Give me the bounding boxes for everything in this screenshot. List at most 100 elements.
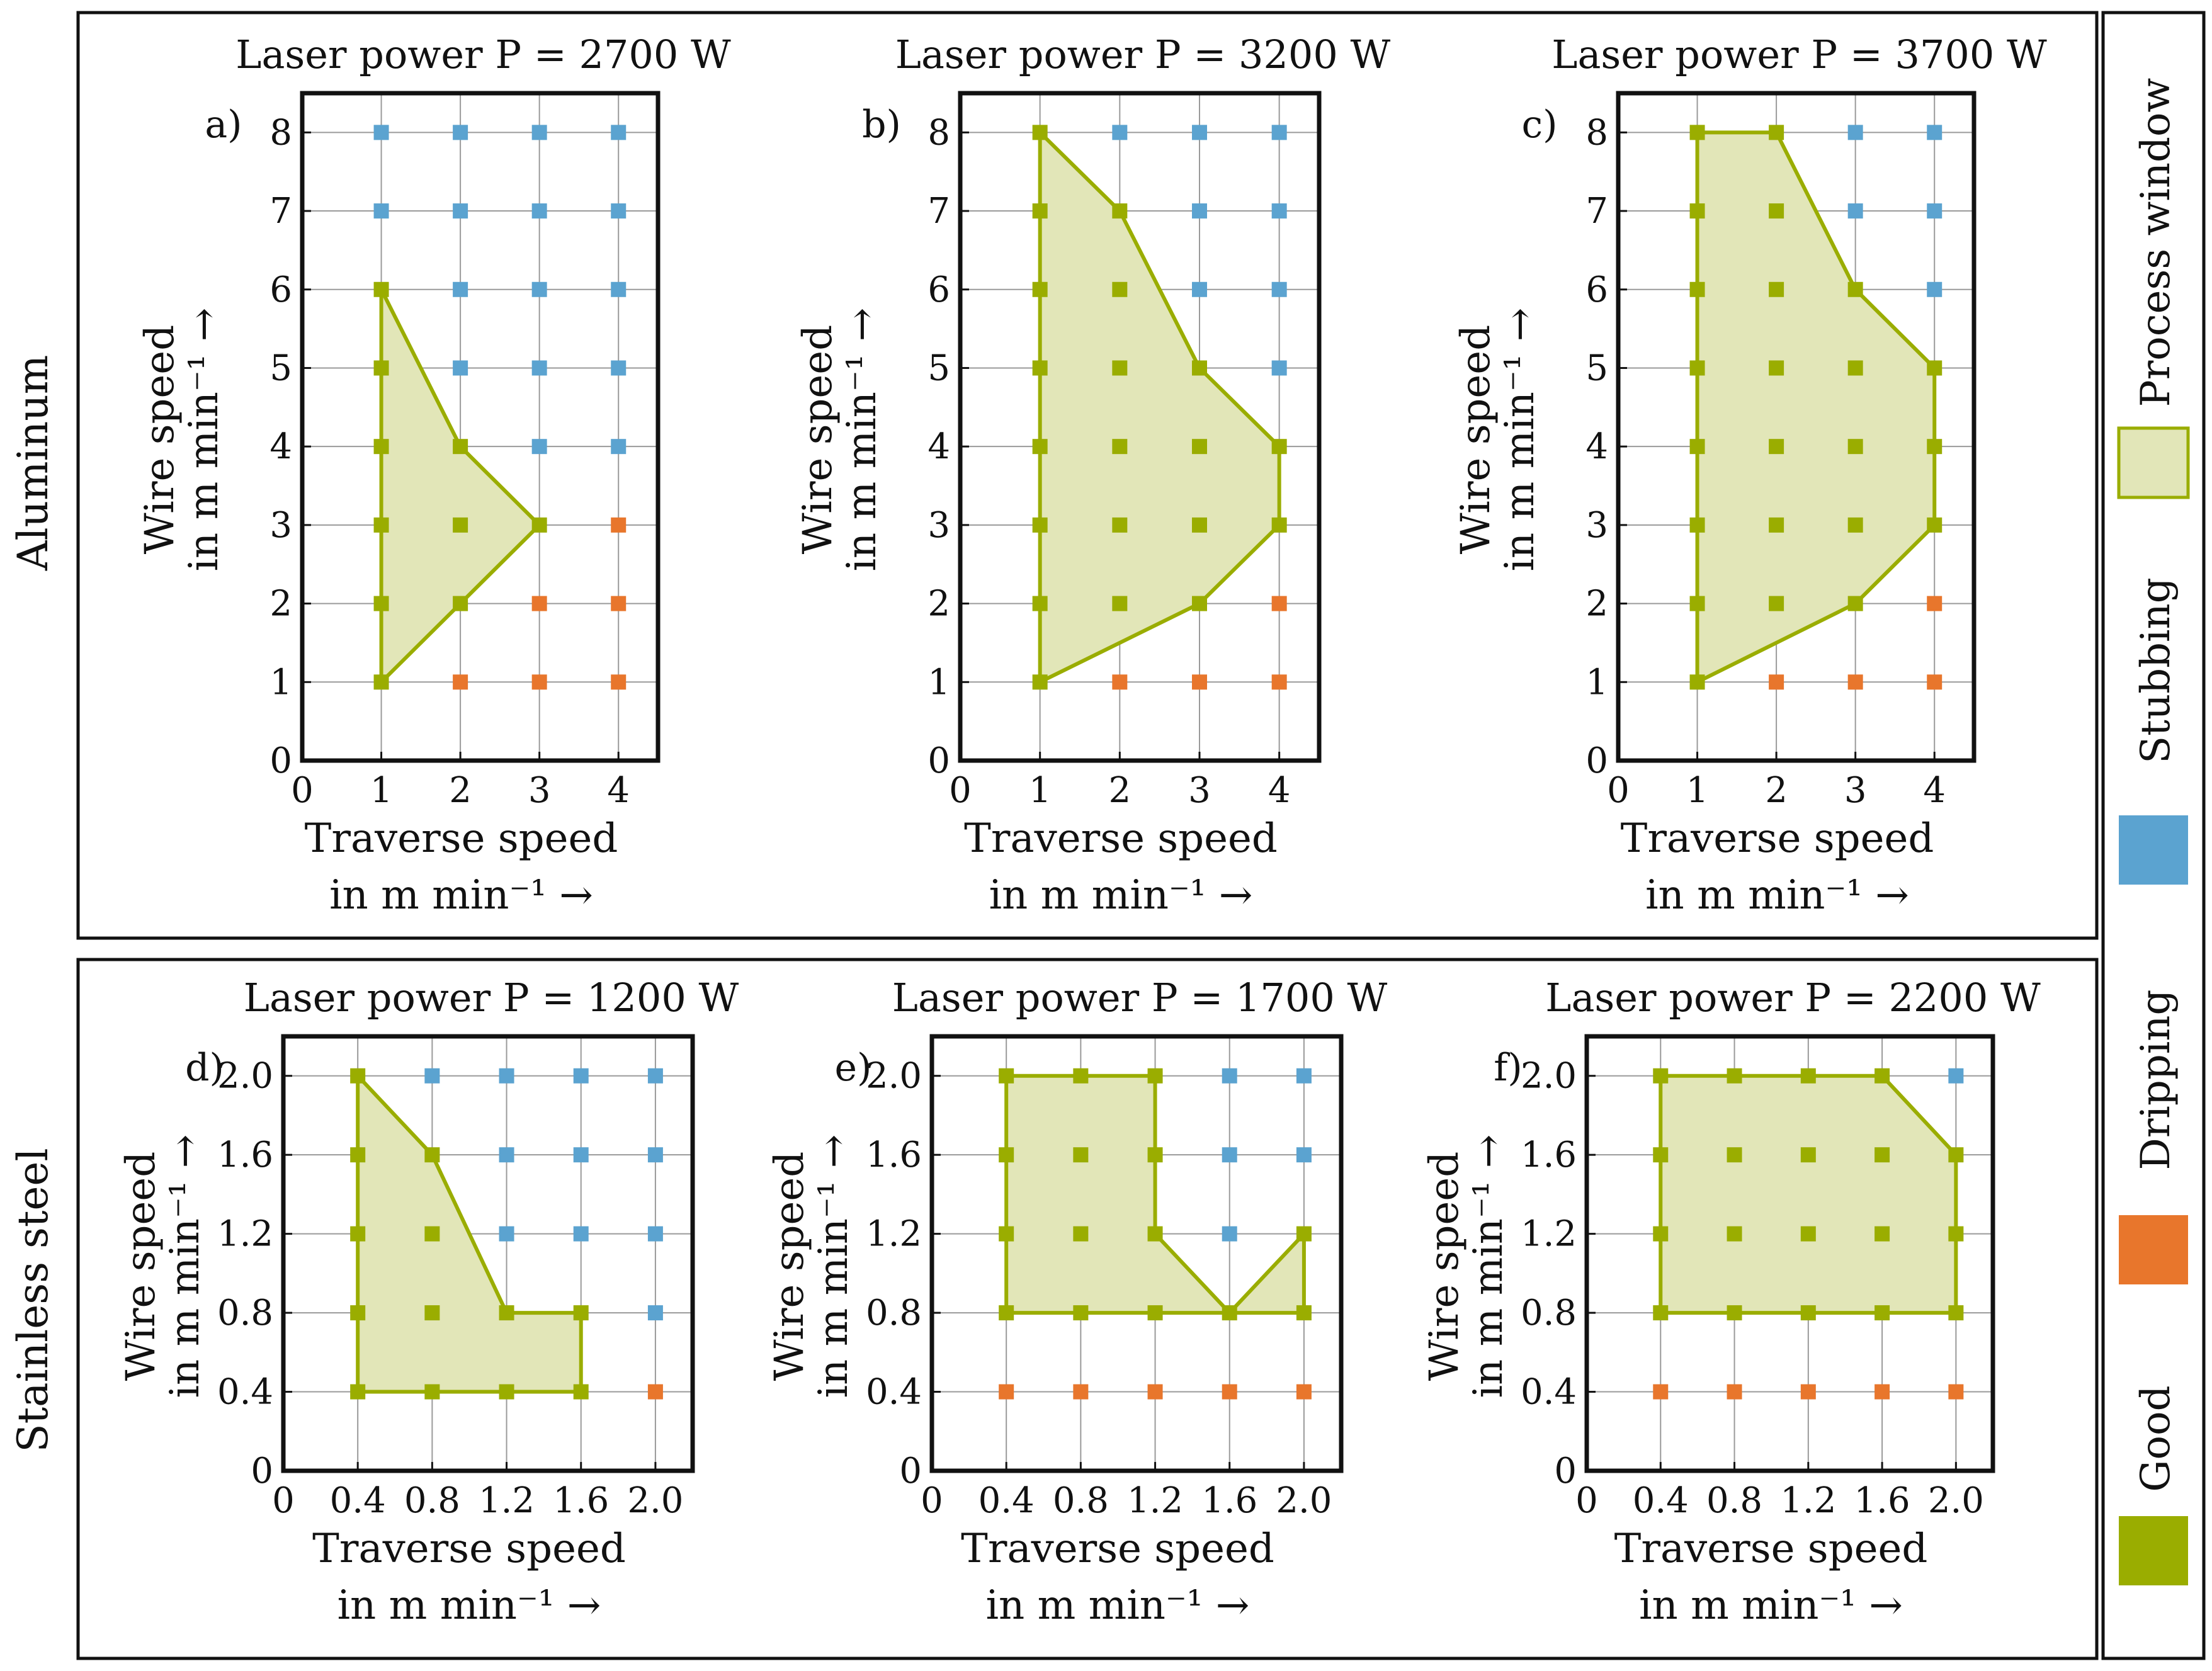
y-tick-label: 3 (1585, 505, 1608, 546)
marker-good (1147, 1305, 1163, 1321)
legend-label-stubbing: Stubbing (2133, 577, 2179, 763)
marker-stubbing (424, 1068, 440, 1084)
marker-good (1147, 1068, 1163, 1084)
marker-good (1112, 203, 1128, 219)
marker-good (1653, 1226, 1669, 1242)
marker-good (1192, 517, 1207, 533)
x-tick-label: 1.2 (1127, 1480, 1183, 1521)
marker-good (350, 1068, 366, 1084)
marker-good (1073, 1147, 1089, 1163)
y-axis-label: Wire speed (1453, 325, 1499, 554)
x-tick-label: 1.2 (479, 1480, 535, 1521)
marker-stubbing (647, 1147, 663, 1163)
marker-good (1296, 1226, 1312, 1242)
legend-label-good: Good (2133, 1385, 2179, 1492)
marker-good (499, 1384, 514, 1400)
legend-swatch-process-window (2117, 426, 2190, 499)
marker-stubbing (1296, 1147, 1312, 1163)
y-tick-label: 2.0 (1521, 1056, 1577, 1097)
marker-good (453, 517, 468, 533)
legend-swatch-stubbing (2119, 815, 2188, 885)
x-tick-label: 2 (1109, 770, 1132, 811)
marker-good (1689, 596, 1705, 611)
y-tick-label: 1 (927, 662, 950, 703)
marker-stubbing (1927, 125, 1943, 140)
marker-good (1032, 360, 1048, 376)
marker-dripping (1271, 596, 1287, 611)
marker-dripping (1800, 1384, 1816, 1400)
marker-good (1769, 596, 1784, 611)
y-tick-label: 5 (1585, 348, 1608, 388)
x-tick-label: 2.0 (1276, 1480, 1332, 1521)
marker-good (1112, 281, 1128, 297)
x-tick-label: 0 (272, 1480, 295, 1521)
marker-stubbing (1112, 125, 1128, 140)
marker-good (453, 596, 468, 611)
legend: Process window Stubbing Dripping Good (2117, 78, 2190, 1585)
x-tick-label: 0.4 (978, 1480, 1035, 1521)
marker-good (1653, 1305, 1669, 1321)
y-tick-label: 0 (1585, 740, 1608, 781)
chart-panel-e: 0 0.4 0.8 1.2 1.6 2.0 0 0.4 0.8 1.2 1.6 2.0 Laser po… (766, 975, 1387, 1629)
y-tick-label: 1.2 (1521, 1214, 1577, 1255)
y-tick-label: 2.0 (866, 1056, 922, 1097)
stainless-frame (76, 958, 2099, 1660)
marker-stubbing (1192, 281, 1207, 297)
panel-label: a) (205, 103, 242, 147)
x-tick-label: 4 (607, 770, 630, 811)
marker-good (1800, 1226, 1816, 1242)
marker-stubbing (1927, 281, 1943, 297)
marker-good (1948, 1305, 1964, 1321)
marker-dripping (1296, 1384, 1312, 1400)
marker-dripping (1271, 674, 1287, 690)
marker-dripping (531, 596, 547, 611)
marker-good (424, 1147, 440, 1163)
marker-good (999, 1147, 1014, 1163)
x-axis-label: Traverse speed (312, 1526, 626, 1572)
y-tick-label: 2 (927, 584, 950, 625)
y-tick-label: 1.6 (1521, 1135, 1577, 1175)
panel-title: Laser power P = 1700 W (892, 975, 1388, 1021)
marker-stubbing (611, 125, 627, 140)
chart-panel-d: 0 0.4 0.8 1.2 1.6 2.0 0 0.4 0.8 1.2 1.6 2.0 Laser po… (118, 975, 739, 1629)
aluminum-frame (76, 11, 2099, 940)
marker-good (350, 1384, 366, 1400)
marker-good (350, 1147, 366, 1163)
y-axis-label-unit: in m min⁻¹ → (810, 1135, 857, 1398)
y-axis-label-unit: in m min⁻¹ → (839, 308, 885, 572)
x-axis-label-unit: in m min⁻¹ → (1639, 1582, 1903, 1629)
marker-good (1948, 1226, 1964, 1242)
x-tick-label: 1 (1686, 770, 1709, 811)
y-tick-label: 8 (269, 112, 292, 153)
marker-stubbing (373, 203, 389, 219)
marker-good (373, 596, 389, 611)
marker-good (1112, 596, 1128, 611)
marker-dripping (1948, 1384, 1964, 1400)
plot-frame (281, 1034, 695, 1473)
marker-stubbing (573, 1147, 589, 1163)
marker-good (1847, 360, 1863, 376)
panel-label: d) (185, 1046, 224, 1090)
marker-good (1800, 1068, 1816, 1084)
y-tick-label: 1 (269, 662, 292, 703)
y-axis-label: Wire speed (795, 325, 841, 554)
x-axis-label: Traverse speed (961, 1526, 1274, 1572)
y-axis-label: Wire speed (766, 1152, 813, 1381)
panel-title: Laser power P = 2200 W (1545, 975, 2041, 1021)
y-tick-label: 3 (927, 505, 950, 546)
marker-dripping (1927, 596, 1943, 611)
marker-good (1192, 360, 1207, 376)
marker-dripping (999, 1384, 1014, 1400)
legend-label-process-window: Process window (2133, 78, 2179, 407)
marker-stubbing (531, 125, 547, 140)
marker-stubbing (499, 1068, 514, 1084)
marker-good (1727, 1147, 1742, 1163)
process-window-area (1695, 130, 1937, 684)
process-window-area (1004, 1073, 1306, 1315)
x-tick-label: 2.0 (1928, 1480, 1984, 1521)
marker-good (1032, 125, 1048, 140)
marker-good (1032, 674, 1048, 690)
x-axis-label-unit: in m min⁻¹ → (1645, 872, 1909, 919)
marker-dripping (1727, 1384, 1742, 1400)
marker-good (1112, 517, 1128, 533)
